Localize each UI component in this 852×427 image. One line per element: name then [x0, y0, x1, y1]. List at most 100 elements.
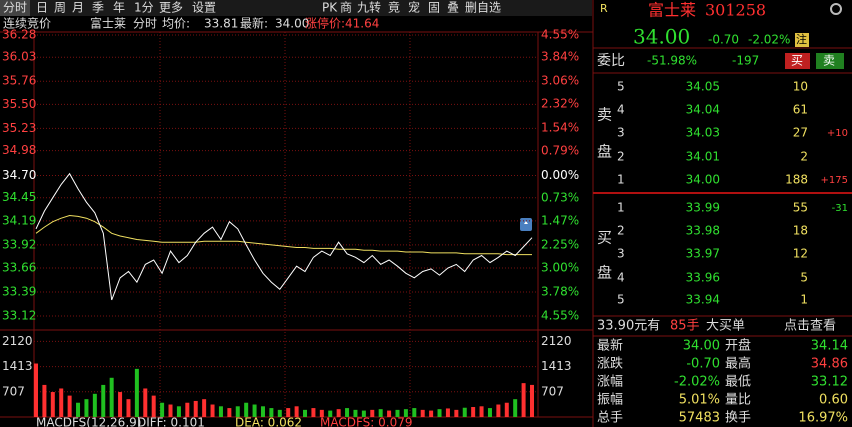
volume-bar — [353, 409, 358, 417]
toolbar-tab[interactable]: 季 — [92, 1, 104, 15]
toolbar-tab[interactable]: 周 — [54, 1, 66, 15]
volume-bar — [471, 407, 476, 417]
volume-bar — [269, 408, 274, 417]
volume-bar — [387, 410, 392, 417]
y-tick-label: 34.19 — [2, 213, 36, 227]
y2-tick-label: 3.00% — [541, 261, 579, 275]
toolbar-tool[interactable]: 九转 — [357, 0, 381, 15]
stat-value: 0.60 — [819, 393, 848, 408]
toolbar-bg — [0, 0, 592, 16]
volume-bar — [67, 395, 72, 417]
stat-value: 34.14 — [811, 339, 848, 354]
level: 5 — [617, 293, 625, 307]
volume-bar — [202, 399, 207, 417]
badge: R — [600, 2, 608, 15]
stat-value: -0.70 — [686, 357, 720, 372]
settings-icon[interactable] — [830, 3, 842, 15]
toolbar-tab[interactable]: 年 — [113, 1, 125, 15]
toolbar-tool[interactable]: 固 — [428, 1, 440, 15]
big-order-price: 33.90元有 — [597, 319, 660, 334]
y-tick-label: 35.76 — [2, 74, 36, 88]
signal-icon[interactable] — [520, 218, 532, 231]
toolbar-tool[interactable]: PK — [322, 1, 338, 15]
stock-name: 富士莱 — [90, 16, 126, 31]
buy-button[interactable] — [785, 53, 810, 69]
stat-label: 涨跌 — [597, 356, 623, 372]
volume-bar — [445, 408, 450, 417]
level: 2 — [617, 224, 625, 238]
signal-icon-glyph — [524, 221, 528, 224]
static-texts: 连续竞价 富士莱 分时 均价: 33.81 最新: 34.00 涨停价: 41.… — [3, 1, 844, 427]
volume: 61 — [793, 103, 808, 117]
y-tick-label: 34.70 — [2, 168, 36, 182]
y2-tick-label: 2.32% — [541, 96, 579, 110]
sell-side-label: 盘 — [597, 143, 612, 161]
indicator-dea: DEA: 0.062 — [235, 416, 302, 427]
y2-tick-label: 4.55% — [541, 309, 579, 323]
volume-change: +175 — [821, 175, 848, 186]
volume-bar — [210, 404, 215, 417]
y-tick-label: 36.03 — [2, 50, 36, 64]
volume-bar — [361, 410, 366, 417]
volume-bar — [429, 410, 434, 417]
volume-bar — [370, 409, 375, 417]
stat-label: 量比 — [725, 393, 751, 408]
volume: 5 — [800, 271, 808, 285]
stat-value: 57483 — [679, 411, 720, 426]
quote-pct: -2.02% — [748, 33, 790, 47]
volume-bar — [160, 402, 165, 417]
price: 34.00 — [686, 173, 720, 187]
volume-bar — [92, 393, 97, 417]
buy-side-label: 盘 — [597, 264, 612, 282]
level: 5 — [617, 80, 625, 94]
toolbar-tab[interactable]: 1分 — [134, 1, 154, 15]
price: 33.97 — [686, 247, 720, 261]
quote-tag: 注 — [796, 32, 807, 46]
big-order-link[interactable]: 点击查看 — [784, 318, 836, 334]
toolbar-tab[interactable]: 月 — [72, 1, 84, 15]
y-tick-label: 33.39 — [2, 284, 36, 298]
toolbar-tool[interactable]: 删自选 — [465, 1, 501, 15]
volume: 10 — [793, 80, 808, 94]
toolbar-tool[interactable]: 叠 — [447, 1, 459, 15]
volume-bar — [244, 402, 249, 417]
toolbar-tab[interactable]: 更多 — [159, 1, 183, 15]
volume-bar — [462, 407, 467, 417]
level: 2 — [617, 150, 625, 164]
sell-button[interactable] — [816, 53, 844, 69]
sell-button-label[interactable]: 卖 — [823, 54, 835, 68]
level: 4 — [617, 271, 625, 285]
toolbar-tab[interactable]: 日 — [36, 1, 48, 15]
volume: 55 — [793, 201, 808, 215]
big-order-kind: 大买单 — [706, 319, 745, 334]
y2-tick-label: 1.47% — [541, 213, 579, 227]
y-tick-label: 33.66 — [2, 260, 36, 274]
toolbar-tab[interactable]: 分时 — [3, 1, 27, 15]
y2-tick-label: 2120 — [541, 334, 572, 348]
y2-tick-label: 4.55% — [541, 28, 579, 42]
toolbar-tool[interactable]: 商 — [340, 0, 352, 15]
stat-value: 34.86 — [811, 357, 848, 372]
price: 34.04 — [686, 103, 720, 117]
y2-tick-label: 0.00% — [541, 168, 579, 182]
buy-button-label[interactable]: 买 — [791, 54, 803, 68]
quote-price: 34.00 — [633, 25, 690, 49]
volume-bar — [454, 409, 459, 417]
stat-label: 最低 — [725, 375, 751, 390]
y-tick-label: 707 — [2, 384, 25, 398]
volume-bar — [168, 404, 173, 417]
level: 4 — [617, 103, 625, 117]
toolbar-tab[interactable]: 设置 — [192, 1, 216, 15]
y-tick-label: 36.28 — [2, 28, 36, 42]
price: 33.99 — [686, 201, 720, 215]
toolbar-tool[interactable]: 竟 — [388, 1, 400, 15]
price: 34.01 — [686, 150, 720, 164]
volume-change: -31 — [832, 203, 848, 214]
toolbar-tool[interactable]: 宠 — [408, 0, 420, 15]
volume-bar — [345, 408, 350, 417]
volume-bar — [176, 406, 181, 417]
volume-bar — [76, 402, 81, 417]
level: 3 — [617, 247, 625, 261]
